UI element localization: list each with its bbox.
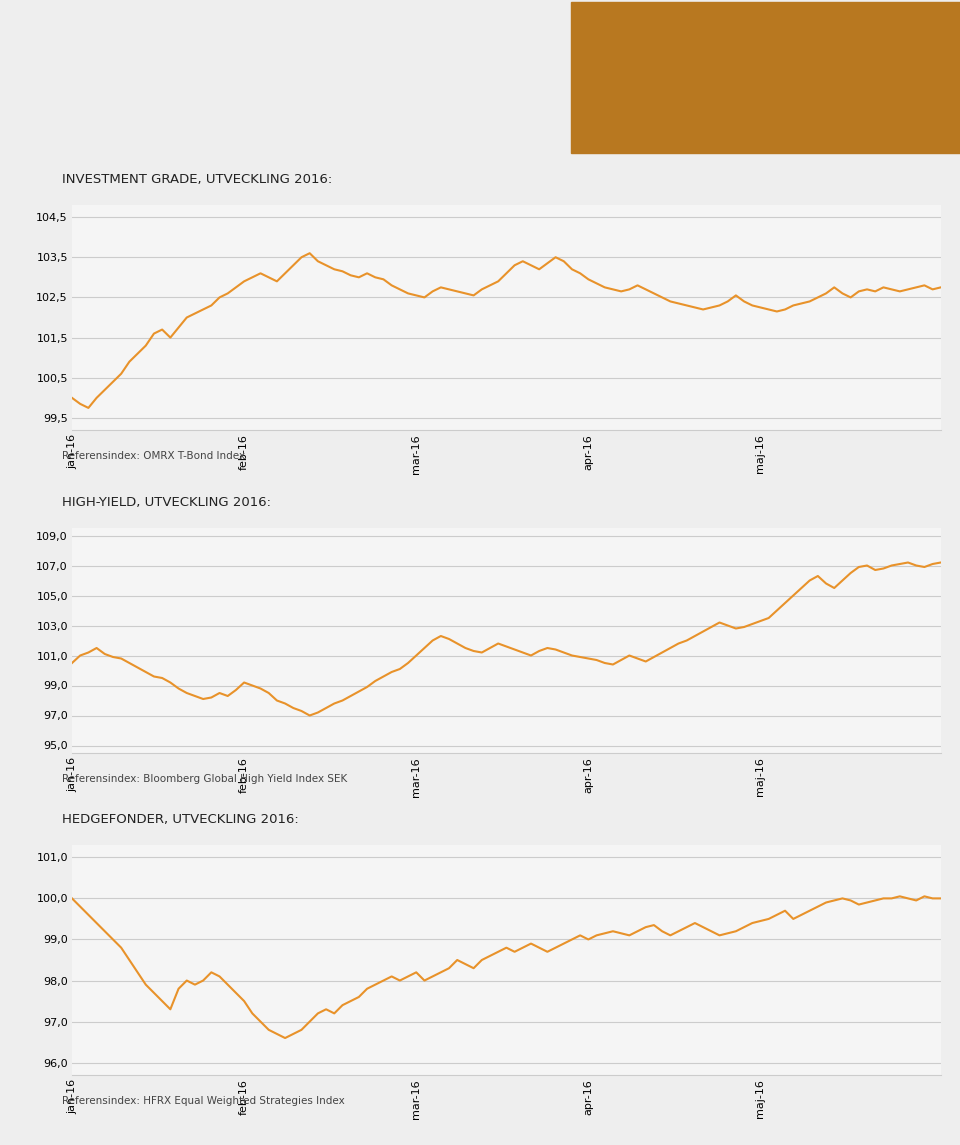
Text: INVESTMENT GRADE, UTVECKLING 2016:: INVESTMENT GRADE, UTVECKLING 2016: <box>62 173 333 185</box>
Text: Referensindex: OMRX T-Bond Index: Referensindex: OMRX T-Bond Index <box>62 451 246 460</box>
Text: HIGH-YIELD, UTVECKLING 2016:: HIGH-YIELD, UTVECKLING 2016: <box>62 496 272 508</box>
Text: Referensindex: HFRX Equal Weighted Strategies Index: Referensindex: HFRX Equal Weighted Strat… <box>62 1096 346 1106</box>
Text: Referensindex: Bloomberg Global High Yield Index SEK: Referensindex: Bloomberg Global High Yie… <box>62 774 348 783</box>
Text: HEDGEFONDER, UTVECKLING 2016:: HEDGEFONDER, UTVECKLING 2016: <box>62 813 300 826</box>
Bar <box>571 1 960 153</box>
